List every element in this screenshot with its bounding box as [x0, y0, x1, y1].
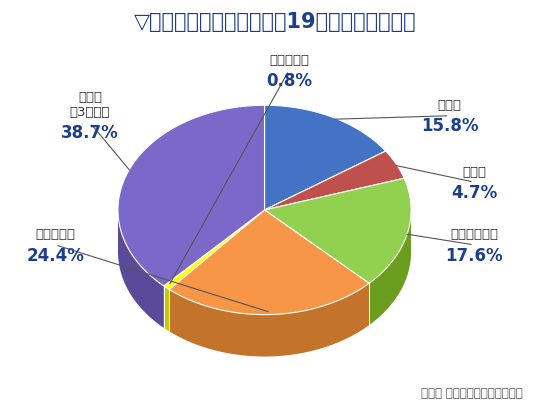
Text: 製造業: 製造業	[437, 99, 461, 112]
Text: 0.8%: 0.8%	[266, 72, 312, 90]
Polygon shape	[369, 210, 411, 325]
Polygon shape	[118, 211, 164, 328]
Text: 38.7%: 38.7%	[61, 124, 119, 143]
Text: その他: その他	[78, 91, 102, 103]
Polygon shape	[265, 178, 411, 283]
Polygon shape	[164, 286, 169, 331]
Polygon shape	[265, 151, 404, 210]
Polygon shape	[169, 210, 369, 315]
Text: 4.7%: 4.7%	[451, 184, 497, 202]
Text: 農林水産業: 農林水産業	[269, 54, 309, 67]
Polygon shape	[164, 210, 265, 290]
Text: 建設業: 建設業	[462, 166, 486, 178]
Polygon shape	[118, 105, 265, 286]
Text: サービス業: サービス業	[35, 228, 75, 241]
Text: 出典： 内閣府「県民経済計算」: 出典： 内閣府「県民経済計算」	[421, 386, 522, 400]
Text: 17.6%: 17.6%	[445, 247, 503, 265]
Polygon shape	[265, 105, 386, 210]
Text: 24.4%: 24.4%	[26, 247, 84, 265]
Text: 第3次産業: 第3次産業	[70, 106, 111, 119]
Text: 卸売・小売業: 卸売・小売業	[450, 228, 498, 241]
Text: 15.8%: 15.8%	[421, 117, 478, 136]
Text: ▽福岡県の産業構造（平成19年度県内総生産）: ▽福岡県の産業構造（平成19年度県内総生産）	[134, 12, 416, 33]
Polygon shape	[169, 283, 369, 356]
